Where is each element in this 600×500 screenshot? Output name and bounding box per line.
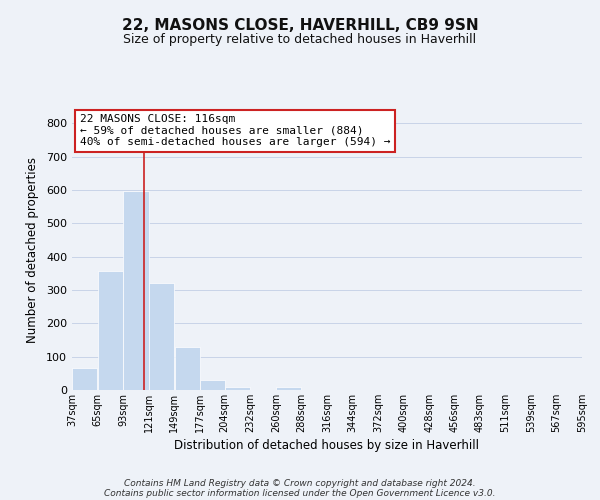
Bar (124, 192, 149, 390)
Bar (149, 284, 174, 390)
Bar (200, 380, 226, 390)
Text: Size of property relative to detached houses in Haverhill: Size of property relative to detached ho… (124, 32, 476, 46)
Text: Contains HM Land Registry data © Crown copyright and database right 2024.: Contains HM Land Registry data © Crown c… (124, 478, 476, 488)
Bar (225, 386, 250, 390)
Text: Contains public sector information licensed under the Open Government Licence v3: Contains public sector information licen… (104, 488, 496, 498)
Bar (72, 368, 97, 390)
Y-axis label: Number of detached properties: Number of detached properties (26, 157, 39, 343)
Bar (276, 386, 301, 390)
Text: 22, MASONS CLOSE, HAVERHILL, CB9 9SN: 22, MASONS CLOSE, HAVERHILL, CB9 9SN (122, 18, 478, 32)
Text: 22 MASONS CLOSE: 116sqm
← 59% of detached houses are smaller (884)
40% of semi-d: 22 MASONS CLOSE: 116sqm ← 59% of detache… (80, 114, 390, 148)
X-axis label: Distribution of detached houses by size in Haverhill: Distribution of detached houses by size … (175, 439, 479, 452)
Bar (98, 271, 123, 390)
Bar (175, 346, 200, 390)
